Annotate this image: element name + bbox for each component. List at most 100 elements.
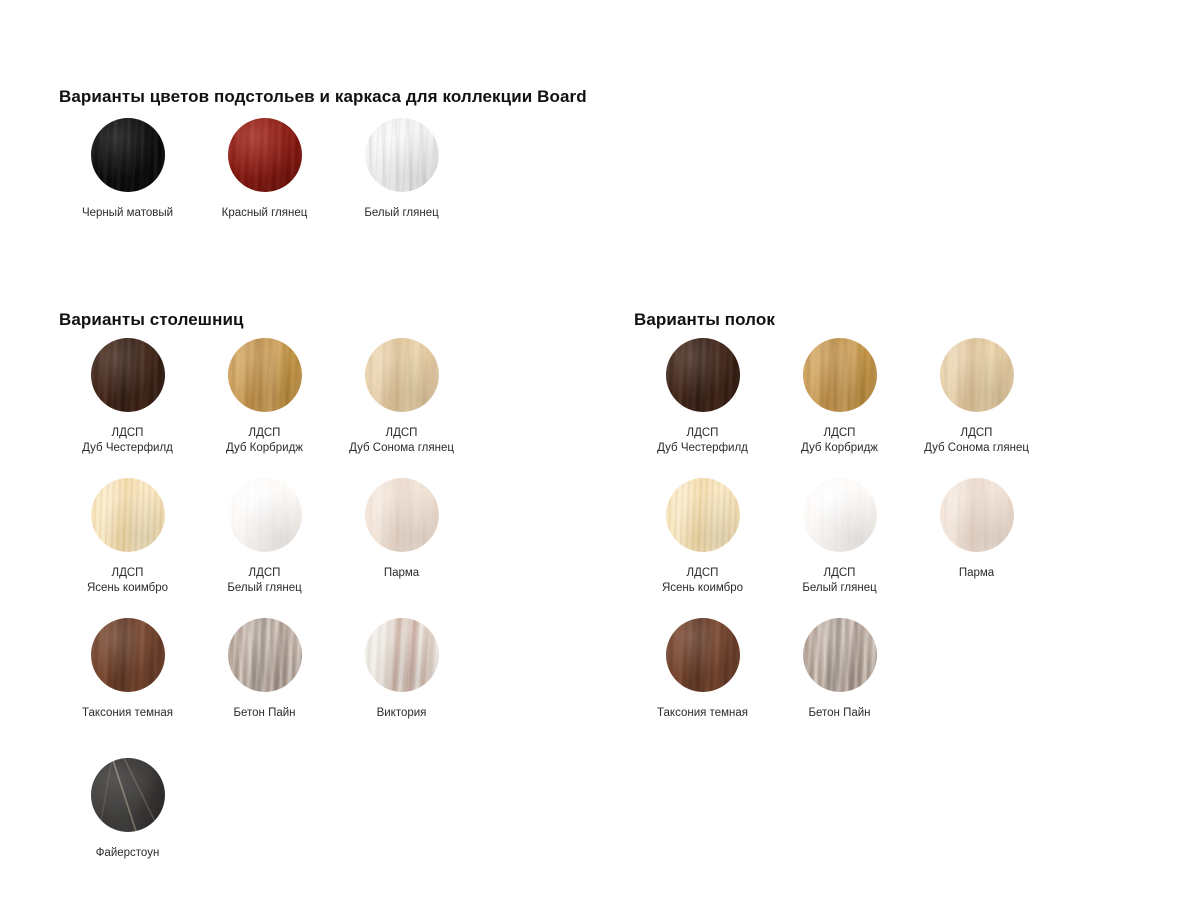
swatch-label-line2: Ясень коимбро <box>661 582 744 594</box>
swatch-grid-base-frame: Черный матовый Красный глянец Белый глянец <box>59 118 470 258</box>
swatch-grid-countertops: ЛДСП Дуб Честерфилд ЛДСП Дуб Корбридж ЛДСП Ду… <box>59 338 470 898</box>
swatch-disc[interactable] <box>364 478 439 552</box>
swatch-label-line1: ЛДСП <box>823 567 856 579</box>
swatch-disc[interactable] <box>90 338 165 412</box>
swatch-label-line1: ЛДСП <box>248 427 281 439</box>
color-swatch[interactable]: Парма <box>908 478 1045 618</box>
swatch-disc[interactable] <box>802 618 877 692</box>
swatch-caption: Парма <box>959 566 994 581</box>
swatch-caption: ЛДСП Дуб Сонома глянец <box>924 426 1029 456</box>
color-swatch[interactable]: Бетон Пайн <box>196 618 333 758</box>
swatch-label-line1: ЛДСП <box>686 567 719 579</box>
swatch-label-line1: ЛДСП <box>385 427 418 439</box>
color-swatch[interactable]: Бетон Пайн <box>771 618 908 758</box>
swatch-disc[interactable] <box>665 338 740 412</box>
swatch-disc[interactable] <box>227 478 302 552</box>
swatch-label-line2: Дуб Честерфилд <box>82 442 173 454</box>
swatch-label-line2: Белый глянец <box>227 582 302 594</box>
swatch-label-line1: ЛДСП <box>248 567 281 579</box>
swatch-disc[interactable] <box>90 618 165 692</box>
swatch-label-line1: Черный матовый <box>81 207 174 219</box>
swatch-disc[interactable] <box>665 618 740 692</box>
swatch-disc[interactable] <box>364 118 439 192</box>
swatch-label-line2: Дуб Честерфилд <box>657 442 748 454</box>
color-swatch[interactable]: Черный матовый <box>59 118 196 258</box>
swatch-label-line1: Бетон Пайн <box>808 707 871 719</box>
color-swatch[interactable]: ЛДСП Дуб Честерфилд <box>59 338 196 478</box>
swatch-disc[interactable] <box>90 118 165 192</box>
color-swatch[interactable]: Виктория <box>333 618 470 758</box>
color-swatch[interactable]: Таксония темная <box>634 618 771 758</box>
swatch-label-line2: Белый глянец <box>802 582 877 594</box>
color-swatch[interactable]: Парма <box>333 478 470 618</box>
swatch-disc[interactable] <box>665 478 740 552</box>
swatch-label-line1: Бетон Пайн <box>233 707 296 719</box>
swatch-label-line1: ЛДСП <box>111 567 144 579</box>
swatch-label-line2: Ясень коимбро <box>86 582 169 594</box>
swatch-caption: Бетон Пайн <box>808 706 870 721</box>
swatch-disc[interactable] <box>227 338 302 412</box>
swatch-label-line1: Белый глянец <box>364 207 439 219</box>
swatch-caption: Таксония темная <box>657 706 748 721</box>
swatch-label-line2: Дуб Сонома глянец <box>924 442 1029 454</box>
color-swatch[interactable]: ЛДСП Белый глянец <box>196 478 333 618</box>
swatch-disc[interactable] <box>802 478 877 552</box>
swatch-disc[interactable] <box>227 618 302 692</box>
swatch-label-line1: Файерстоун <box>95 847 160 859</box>
color-swatch[interactable]: ЛДСП Белый глянец <box>771 478 908 618</box>
swatch-label-line1: Красный глянец <box>221 207 308 219</box>
swatch-caption: Черный матовый <box>82 206 173 221</box>
swatch-caption: Файерстоун <box>96 846 160 861</box>
swatch-disc[interactable] <box>939 478 1014 552</box>
swatch-disc[interactable] <box>364 618 439 692</box>
swatch-label-line1: ЛДСП <box>823 427 856 439</box>
swatch-caption: ЛДСП Ясень коимбро <box>87 566 168 596</box>
swatch-caption: ЛДСП Дуб Сонома глянец <box>349 426 454 456</box>
swatch-caption: ЛДСП Белый глянец <box>227 566 301 596</box>
swatch-grid-shelves: ЛДСП Дуб Честерфилд ЛДСП Дуб Корбридж ЛДСП Ду… <box>634 338 1045 758</box>
swatch-label-line1: Виктория <box>376 707 427 719</box>
color-swatch[interactable]: ЛДСП Дуб Корбридж <box>196 338 333 478</box>
swatch-label-line2: Дуб Корбридж <box>800 442 878 454</box>
swatch-label-line1: Парма <box>958 567 995 579</box>
swatch-caption: Парма <box>384 566 419 581</box>
section-title-base-frame: Варианты цветов подстольев и каркаса для… <box>59 87 587 107</box>
swatch-caption: ЛДСП Белый глянец <box>802 566 876 596</box>
swatch-caption: ЛДСП Дуб Честерфилд <box>82 426 173 456</box>
swatch-disc[interactable] <box>90 758 165 832</box>
swatch-caption: Красный глянец <box>222 206 308 221</box>
swatch-caption: ЛДСП Дуб Честерфилд <box>657 426 748 456</box>
swatch-label-line1: Таксония темная <box>657 707 748 719</box>
swatch-caption: ЛДСП Ясень коимбро <box>662 566 743 596</box>
swatch-disc[interactable] <box>227 118 302 192</box>
swatch-label-line2: Дуб Корбридж <box>225 442 303 454</box>
swatch-disc[interactable] <box>802 338 877 412</box>
color-swatch[interactable]: Таксония темная <box>59 618 196 758</box>
color-swatch[interactable]: ЛДСП Дуб Сонома глянец <box>908 338 1045 478</box>
color-swatch[interactable]: Красный глянец <box>196 118 333 258</box>
color-swatch[interactable]: ЛДСП Ясень коимбро <box>634 478 771 618</box>
swatch-label-line1: ЛДСП <box>111 427 144 439</box>
color-swatch[interactable]: ЛДСП Дуб Сонома глянец <box>333 338 470 478</box>
swatch-caption: ЛДСП Дуб Корбридж <box>801 426 878 456</box>
swatch-caption: Белый глянец <box>364 206 438 221</box>
swatch-disc[interactable] <box>90 478 165 552</box>
section-title-countertops: Варианты столешниц <box>59 310 244 330</box>
section-title-shelves: Варианты полок <box>634 310 775 330</box>
swatch-caption: Таксония темная <box>82 706 173 721</box>
swatch-label-line1: Парма <box>383 567 420 579</box>
swatch-caption: ЛДСП Дуб Корбридж <box>226 426 303 456</box>
color-swatch[interactable]: Белый глянец <box>333 118 470 258</box>
swatch-label-line1: Таксония темная <box>82 707 173 719</box>
color-swatch[interactable]: ЛДСП Дуб Честерфилд <box>634 338 771 478</box>
swatch-disc[interactable] <box>364 338 439 412</box>
color-swatch[interactable]: Файерстоун <box>59 758 196 898</box>
swatch-disc[interactable] <box>939 338 1014 412</box>
swatch-label-line1: ЛДСП <box>686 427 719 439</box>
color-swatch[interactable]: ЛДСП Дуб Корбридж <box>771 338 908 478</box>
swatch-label-line1: ЛДСП <box>960 427 993 439</box>
color-swatch[interactable]: ЛДСП Ясень коимбро <box>59 478 196 618</box>
swatch-label-line2: Дуб Сонома глянец <box>349 442 454 454</box>
swatch-caption: Бетон Пайн <box>233 706 295 721</box>
